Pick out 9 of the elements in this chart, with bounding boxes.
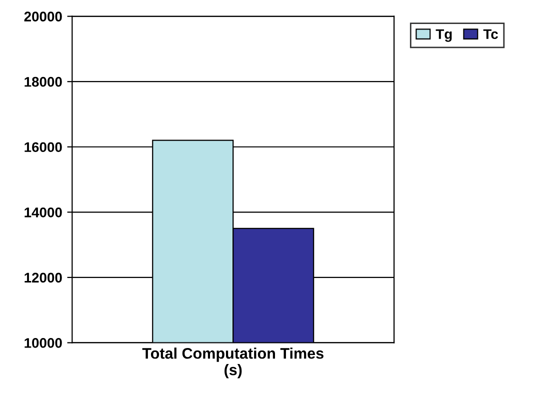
y-tick-label: 20000 xyxy=(24,12,62,22)
y-tick-label: 14000 xyxy=(24,207,62,218)
legend-label: Tc xyxy=(483,29,498,40)
y-tick-label: 10000 xyxy=(24,338,62,348)
y-tick-label: 18000 xyxy=(24,76,62,87)
x-tick-label: Total Computation Times (s) xyxy=(142,348,324,378)
y-tick-label: 12000 xyxy=(24,272,62,283)
legend-label: Tg xyxy=(436,29,452,42)
y-tick-label: 16000 xyxy=(24,142,62,152)
